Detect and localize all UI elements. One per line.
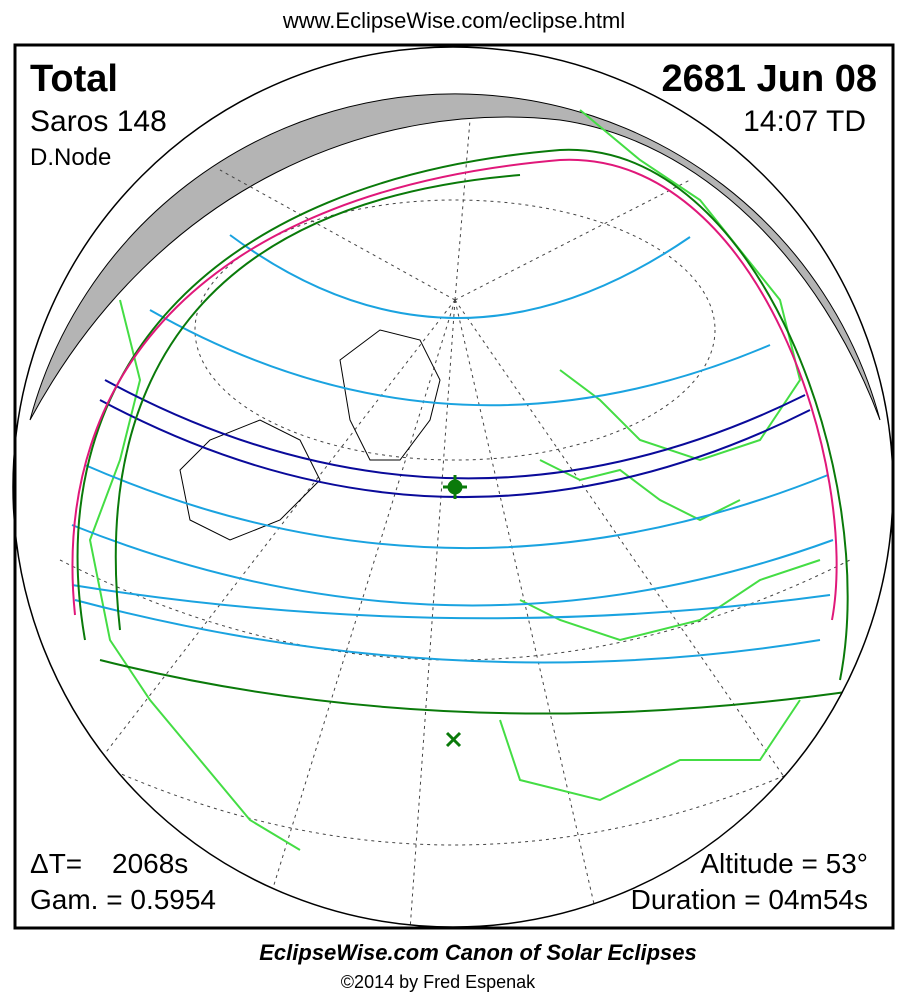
saros: Saros 148: [30, 105, 167, 138]
time: 14:07 TD: [743, 105, 866, 138]
gamma: Gam. = 0.5954: [30, 884, 216, 915]
subsolar-cross: [445, 731, 462, 748]
globe-outline: [12, 46, 894, 928]
delta-t-label: ΔT=: [30, 848, 82, 879]
graticule: [219, 169, 456, 301]
eclipse-type: Total: [30, 58, 118, 100]
globe: [29, 93, 881, 927]
subsolar-point: [445, 731, 462, 748]
coastline: [339, 329, 441, 461]
greatest-eclipse: [443, 475, 467, 499]
footer-title: EclipseWise.com Canon of Solar Eclipses: [259, 940, 697, 965]
magnitude-line: [71, 524, 834, 607]
penumbra-limit: [76, 148, 849, 681]
url: www.EclipseWise.com/eclipse.html: [282, 8, 625, 33]
graticule: [99, 299, 456, 761]
copyright: ©2014 by Fred Espenak: [341, 972, 536, 992]
border: [88, 299, 301, 851]
magnitude-line: [84, 464, 829, 550]
node: D.Node: [30, 144, 111, 171]
date: 2681 Jun 08: [662, 58, 877, 100]
penumbra-limit: [114, 174, 521, 631]
coastline: [179, 419, 321, 541]
border: [559, 109, 802, 462]
graticule: [194, 199, 716, 461]
magnitude-line: [74, 599, 821, 664]
graticule: [454, 119, 471, 301]
magnitude-line: [229, 234, 691, 319]
magnitude-line: [149, 309, 771, 407]
graticule: [454, 299, 801, 801]
delta-t: 2068s: [112, 848, 188, 879]
altitude: Altitude = 53°: [700, 848, 868, 879]
magnitude-line: [71, 584, 831, 620]
duration: Duration = 04m54s: [631, 884, 868, 915]
night-shadow: [29, 93, 881, 421]
rise-set-curve: [71, 158, 838, 621]
graticule: [409, 299, 456, 927]
penumbra-limit: [99, 659, 861, 715]
graticule: [454, 179, 691, 301]
border: [499, 699, 801, 802]
